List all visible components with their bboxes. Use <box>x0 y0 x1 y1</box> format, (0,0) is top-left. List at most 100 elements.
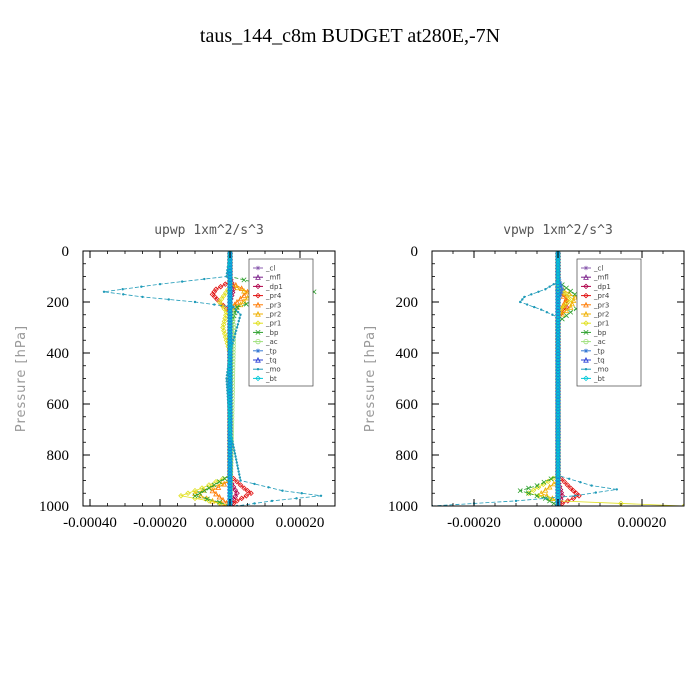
legend-label: _cl <box>265 265 275 273</box>
vpwp-panel: vpwp 1xm^2/s^3 Pressure [hPa] 0 200 400 600 80… <box>363 223 685 531</box>
data-point <box>555 368 561 374</box>
data-point <box>227 380 233 386</box>
data-point <box>559 310 566 317</box>
data-point <box>227 481 233 488</box>
data-point <box>555 487 561 494</box>
data-point <box>555 463 561 469</box>
data-point <box>223 290 229 296</box>
data-point <box>227 331 233 337</box>
series-markers-pr1 <box>178 251 233 506</box>
data-point <box>548 476 554 482</box>
data-point <box>564 293 571 300</box>
data-point <box>558 283 564 289</box>
data-point <box>227 288 233 294</box>
data-point <box>227 435 233 442</box>
data-point <box>567 485 574 491</box>
y-tick-label: 400 <box>396 346 419 362</box>
data-point <box>227 275 233 282</box>
data-point <box>519 300 522 304</box>
data-point <box>227 355 233 362</box>
data-point <box>555 472 561 479</box>
data-point <box>551 313 554 316</box>
data-point <box>270 499 274 503</box>
data-point <box>121 288 124 291</box>
data-point <box>227 426 233 432</box>
y-tick-label: 1000 <box>39 499 69 515</box>
data-point <box>223 312 229 319</box>
data-point <box>555 481 561 488</box>
data-point <box>526 485 532 491</box>
data-point <box>227 361 233 368</box>
data-point <box>530 293 533 296</box>
data-point <box>560 292 567 299</box>
data-point <box>122 293 125 296</box>
data-point <box>235 326 239 329</box>
data-point <box>555 389 561 396</box>
data-point <box>238 495 245 502</box>
legend-marker <box>255 348 261 353</box>
data-point <box>227 349 233 356</box>
data-point <box>514 499 518 503</box>
data-point <box>227 475 233 482</box>
data-point <box>216 493 223 500</box>
data-point <box>227 389 233 396</box>
data-point <box>234 308 238 311</box>
data-point <box>237 319 240 323</box>
data-point <box>227 429 233 436</box>
data-point <box>555 343 561 350</box>
data-point <box>565 498 571 504</box>
data-point <box>227 374 233 380</box>
data-point <box>227 392 233 399</box>
data-point <box>281 489 284 492</box>
data-point <box>560 287 565 292</box>
data-point <box>561 479 568 485</box>
data-point <box>227 306 233 313</box>
data-point <box>555 417 561 423</box>
data-point <box>555 312 561 319</box>
data-point <box>555 334 561 340</box>
legend-item: _tq <box>253 357 277 365</box>
data-point <box>555 291 561 297</box>
data-point <box>594 491 597 494</box>
data-point <box>555 275 561 282</box>
data-point <box>521 298 524 301</box>
data-point <box>555 340 561 346</box>
data-point <box>567 296 574 303</box>
data-point <box>534 493 540 499</box>
data-point <box>555 447 561 454</box>
legend-label: _pr1 <box>265 320 281 328</box>
data-point <box>555 371 561 377</box>
data-point <box>227 444 233 451</box>
legend-marker <box>255 310 261 317</box>
series-line-pr1 <box>179 251 231 506</box>
data-point <box>555 441 561 448</box>
data-point <box>552 282 555 286</box>
legend-marker <box>583 348 589 353</box>
legend-label: _tp <box>265 347 277 355</box>
data-point <box>555 285 561 291</box>
data-point <box>227 432 233 439</box>
data-point <box>167 298 170 301</box>
data-point <box>227 451 233 457</box>
data-point <box>555 318 561 325</box>
data-point <box>213 490 219 497</box>
data-point <box>555 490 561 497</box>
data-point <box>563 307 570 314</box>
legend-marker <box>255 274 261 280</box>
legend-marker <box>255 320 261 326</box>
data-point <box>555 407 561 414</box>
data-point <box>555 297 561 303</box>
data-point <box>203 277 206 281</box>
legend-item: _bt <box>253 375 277 383</box>
data-point <box>555 300 561 306</box>
legend-label: _bp <box>265 329 279 337</box>
upwp-panel: upwp 1xm^2/s^3 Pressure [hPa] 0 200 400 600 80… <box>14 223 336 531</box>
panel-title: upwp 1xm^2/s^3 <box>154 223 264 238</box>
data-point <box>555 325 561 331</box>
data-point <box>204 496 210 502</box>
legend-marker <box>584 368 588 371</box>
data-point <box>681 503 684 506</box>
data-point <box>234 479 240 485</box>
data-point <box>227 337 233 343</box>
data-point <box>233 452 237 455</box>
